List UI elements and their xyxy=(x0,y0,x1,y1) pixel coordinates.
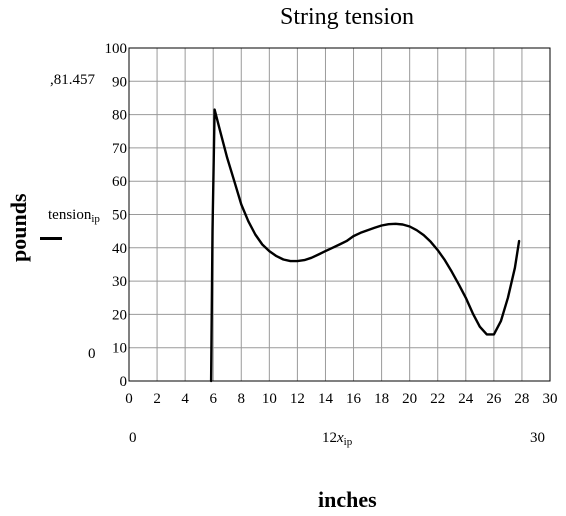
y-tick-label: 40 xyxy=(112,241,127,257)
y-trace-label: tensionip xyxy=(48,207,100,225)
y-marker-zero: 0 xyxy=(88,346,96,362)
y-tick-label: 0 xyxy=(120,374,128,390)
y-tick-label: 10 xyxy=(112,341,127,357)
y-axis-label: pounds xyxy=(6,193,31,262)
chart-title: String tension xyxy=(280,4,415,30)
x-tick-label: 18 xyxy=(374,391,389,407)
x-tick-label: 10 xyxy=(262,391,277,407)
y-trace-name: tension xyxy=(48,207,92,223)
x-tick-label: 28 xyxy=(514,391,529,407)
x-readout-left: 0 xyxy=(129,430,137,446)
y-tick-label: 90 xyxy=(112,74,127,90)
x-tick-label: 16 xyxy=(346,391,362,407)
x-tick-label: 0 xyxy=(125,391,133,407)
y-tick-label: 80 xyxy=(112,108,127,124)
x-tick-label: 12 xyxy=(290,391,305,407)
y-tick-label: 60 xyxy=(112,174,127,190)
y-trace-sub: ip xyxy=(91,213,100,225)
grid-lines xyxy=(128,47,551,382)
y-tick-label: 50 xyxy=(112,208,127,224)
y-tick-label: 100 xyxy=(105,41,128,57)
y-marker-value: ,81.457 xyxy=(50,72,95,88)
series-line-tension_ip xyxy=(209,108,521,383)
x-readout-mid-value: 12 xyxy=(322,430,337,446)
x-tick-label: 26 xyxy=(486,391,502,407)
y-tick-label: 30 xyxy=(112,274,127,290)
x-tick-label: 2 xyxy=(153,391,161,407)
x-tick-label: 4 xyxy=(181,391,189,407)
legend-line-swatch xyxy=(40,237,62,240)
series-group xyxy=(209,108,521,383)
axis-ticks: 0 2 4 6 8 10 12 14 16 18 20 22 24 26 28 300102030405060… xyxy=(105,41,558,407)
y-tick-label: 70 xyxy=(112,141,127,157)
x-tick-label: 24 xyxy=(458,391,474,407)
x-tick-label: 8 xyxy=(238,391,246,407)
x-axis-label: inches xyxy=(318,487,377,512)
x-tick-label: 20 xyxy=(402,391,417,407)
y-tick-label: 20 xyxy=(112,307,127,323)
plot-area xyxy=(128,47,551,382)
x-tick-label: 14 xyxy=(318,391,334,407)
x-tick-label: 6 xyxy=(209,391,217,407)
x-readout-var: x xyxy=(337,430,344,446)
x-readout-right: 30 xyxy=(530,430,545,446)
x-tick-label: 30 xyxy=(543,391,558,407)
x-tick-label: 22 xyxy=(430,391,445,407)
x-readout-sub: ip xyxy=(343,436,353,448)
x-readout-mid: 12xip xyxy=(322,430,352,448)
